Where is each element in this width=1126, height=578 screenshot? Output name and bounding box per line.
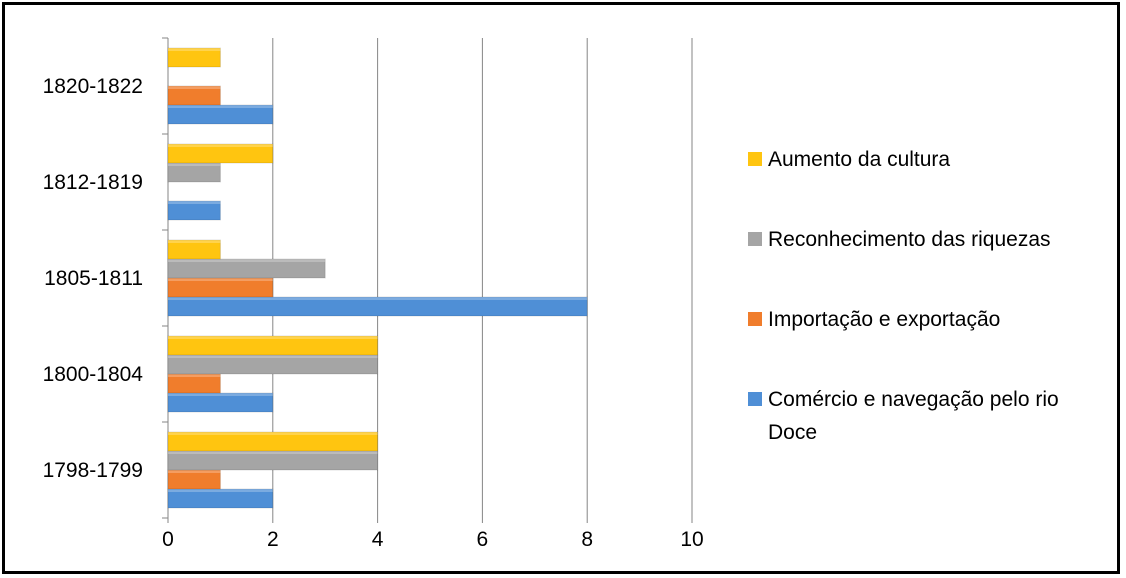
bar-highlight: [168, 489, 273, 492]
bar-highlight: [168, 144, 273, 147]
bar-highlight: [168, 374, 221, 377]
bar-highlight: [168, 86, 221, 89]
bar: [167, 431, 379, 452]
bar: [167, 47, 221, 68]
y-category-label: 1805-1811: [44, 267, 143, 290]
legend-label: Importação e exportação: [768, 308, 1000, 331]
bar-highlight: [168, 48, 221, 51]
legend-item: Aumento da cultura: [748, 148, 950, 171]
x-tick-label: 2: [267, 528, 279, 551]
x-tick-label: 10: [680, 528, 703, 551]
bar: [167, 258, 326, 279]
x-tick-label: 8: [581, 528, 593, 551]
legend-item: Comércio e navegação pelo rio Doce: [748, 388, 1059, 444]
bars: [167, 47, 588, 509]
legend-item: Importação e exportação: [748, 308, 1000, 331]
y-category-label: 1800-1804: [43, 363, 144, 386]
bar-highlight: [168, 355, 378, 358]
bar: [167, 296, 588, 317]
bar-highlight: [168, 393, 273, 396]
bar-highlight: [168, 336, 378, 339]
bar-highlight: [168, 163, 221, 166]
legend: Aumento da cultura Reconhecimento das riq…: [748, 148, 1059, 444]
bar-highlight: [168, 297, 588, 300]
x-tick-label: 4: [372, 528, 384, 551]
bar-highlight: [168, 432, 378, 435]
legend-item: Reconhecimento das riquezas: [748, 228, 1051, 251]
bar: [167, 85, 221, 106]
bar-highlight: [168, 470, 221, 473]
legend-swatch: [748, 392, 762, 406]
legend-label: Aumento da cultura: [768, 148, 950, 171]
bar-highlight: [168, 451, 378, 454]
y-category-label: 1798-1799: [43, 459, 143, 482]
legend-swatch: [748, 232, 762, 246]
axis-labels: 0 2 4 6 8 10 1798-1799 1800-1804 1805-1811 1812-1…: [43, 75, 704, 551]
bar-highlight: [168, 105, 273, 108]
bar: [167, 143, 274, 164]
x-tick-label: 6: [477, 528, 489, 551]
legend-label: Doce: [768, 421, 817, 444]
legend-swatch: [748, 312, 762, 326]
bar-highlight: [168, 259, 326, 262]
legend-label: Reconhecimento das riquezas: [768, 228, 1051, 251]
bar: [167, 335, 379, 356]
legend-swatch: [748, 152, 762, 166]
y-category-label: 1820-1822: [43, 75, 143, 98]
x-tick-label: 0: [162, 528, 174, 551]
legend-label: Comércio e navegação pelo rio: [768, 388, 1059, 411]
bar: [167, 200, 221, 221]
y-category-label: 1812-1819: [43, 171, 143, 194]
bar-highlight: [168, 240, 221, 243]
bar-highlight: [168, 201, 221, 204]
bar: [167, 239, 221, 260]
bar-highlight: [168, 278, 273, 281]
